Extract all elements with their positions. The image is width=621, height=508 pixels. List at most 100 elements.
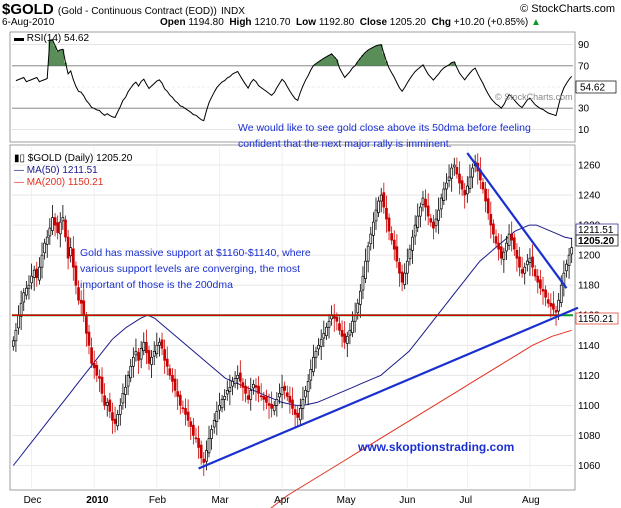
candle-body	[64, 219, 67, 238]
candle-body	[499, 246, 503, 259]
candle-body	[312, 356, 315, 373]
price-tick-label: 1060	[578, 461, 601, 472]
candle-body	[82, 300, 86, 316]
candle-body	[314, 350, 318, 358]
candle-body	[439, 197, 443, 210]
candle-body	[351, 320, 354, 334]
candle-body	[14, 329, 18, 342]
candle-body	[502, 251, 506, 260]
candle-body	[270, 403, 273, 409]
candle-body	[356, 302, 360, 314]
candle-body	[215, 411, 219, 422]
low-value: 1192.80	[318, 17, 355, 28]
candle-body	[236, 374, 240, 379]
candle-body	[322, 332, 326, 339]
candle-body	[291, 399, 294, 409]
candle-body	[458, 173, 461, 184]
candle-body	[105, 402, 109, 406]
candle-body	[129, 365, 133, 379]
candle-body	[244, 385, 247, 394]
price-frame	[9, 144, 576, 491]
candle-body	[137, 352, 140, 361]
candle-body	[184, 408, 187, 415]
candle-body	[531, 256, 534, 268]
candle-body	[48, 227, 52, 237]
close-value-text: 1205.20	[578, 236, 615, 247]
candle-body	[492, 223, 495, 235]
candle-body	[288, 396, 292, 403]
candle-body	[340, 329, 344, 337]
candle-body	[296, 412, 300, 418]
time-grid	[31, 147, 531, 488]
candle-body	[61, 217, 65, 222]
candle-body	[272, 405, 276, 412]
time-tick-label: Apr	[274, 495, 290, 506]
top-note-line2: confident that the next major rally is i…	[238, 138, 452, 150]
candle-body	[335, 316, 339, 322]
price-legend: ▮▯ $GOLD (Daily) 1205.20	[14, 153, 133, 164]
candle-body	[11, 340, 15, 347]
candle-body	[468, 176, 472, 189]
candle-body	[549, 302, 553, 307]
candle-body	[111, 412, 114, 421]
candle-body	[103, 395, 106, 406]
candle-body	[484, 188, 487, 202]
candle-body	[298, 408, 302, 421]
close-value-tag	[575, 234, 619, 247]
uptrend-line	[198, 306, 579, 470]
candle-body	[131, 356, 135, 367]
candle-body	[51, 217, 54, 231]
candle-body	[392, 239, 396, 250]
candle-body	[325, 326, 328, 337]
candle-body	[528, 257, 532, 263]
candle-body	[372, 221, 375, 236]
time-axis: Dec 2010 Feb Mar Apr May Jun Jul Aug	[24, 495, 540, 506]
candle-body	[212, 420, 216, 428]
candle-body	[207, 438, 211, 454]
rsi-panel: 9070503010 54.62 © StockCharts.com ▬ RSI…	[9, 31, 617, 143]
candle-body	[523, 266, 527, 274]
time-tick-label: Feb	[149, 495, 167, 506]
candle-body	[19, 302, 23, 317]
candle-body	[565, 263, 568, 272]
rsi-tick-label: 90	[578, 40, 590, 51]
candle-body	[45, 236, 49, 245]
candle-body	[197, 438, 200, 448]
candle-body	[278, 393, 281, 398]
candle-body	[377, 200, 380, 213]
candle-body	[160, 339, 164, 349]
candle-body	[66, 236, 70, 259]
candle-body	[570, 247, 574, 255]
candle-body	[345, 335, 349, 344]
candles	[11, 153, 574, 476]
candle-body	[150, 356, 153, 365]
candle-body	[382, 192, 386, 208]
candle-body	[30, 275, 33, 284]
open-value: 1194.80	[188, 17, 224, 28]
chart-date: 6-Aug-2010	[2, 17, 55, 28]
candle-body	[387, 217, 391, 232]
rsi-grid	[12, 44, 573, 130]
open-label: Open	[160, 17, 186, 28]
candle-body	[58, 221, 62, 235]
candle-body	[450, 167, 454, 179]
candle-body	[546, 299, 550, 304]
candle-body	[455, 167, 459, 175]
candle-body	[434, 218, 438, 227]
rsi-tick-label: 10	[578, 125, 590, 136]
candle-body	[77, 287, 80, 301]
candle-body	[518, 256, 521, 268]
time-tick-label: Jul	[459, 495, 472, 506]
candle-body	[165, 358, 169, 367]
candle-body	[525, 260, 529, 266]
candle-body	[85, 316, 88, 334]
candle-body	[134, 350, 138, 356]
candle-body	[116, 414, 120, 427]
candle-body	[265, 396, 268, 403]
candle-body	[171, 374, 174, 382]
candle-body	[176, 391, 180, 397]
candle-body	[118, 405, 122, 415]
candle-body	[359, 290, 362, 305]
chg-value: +10.20 (+0.85%)	[453, 17, 529, 28]
price-tick-label: 1120	[578, 371, 600, 382]
